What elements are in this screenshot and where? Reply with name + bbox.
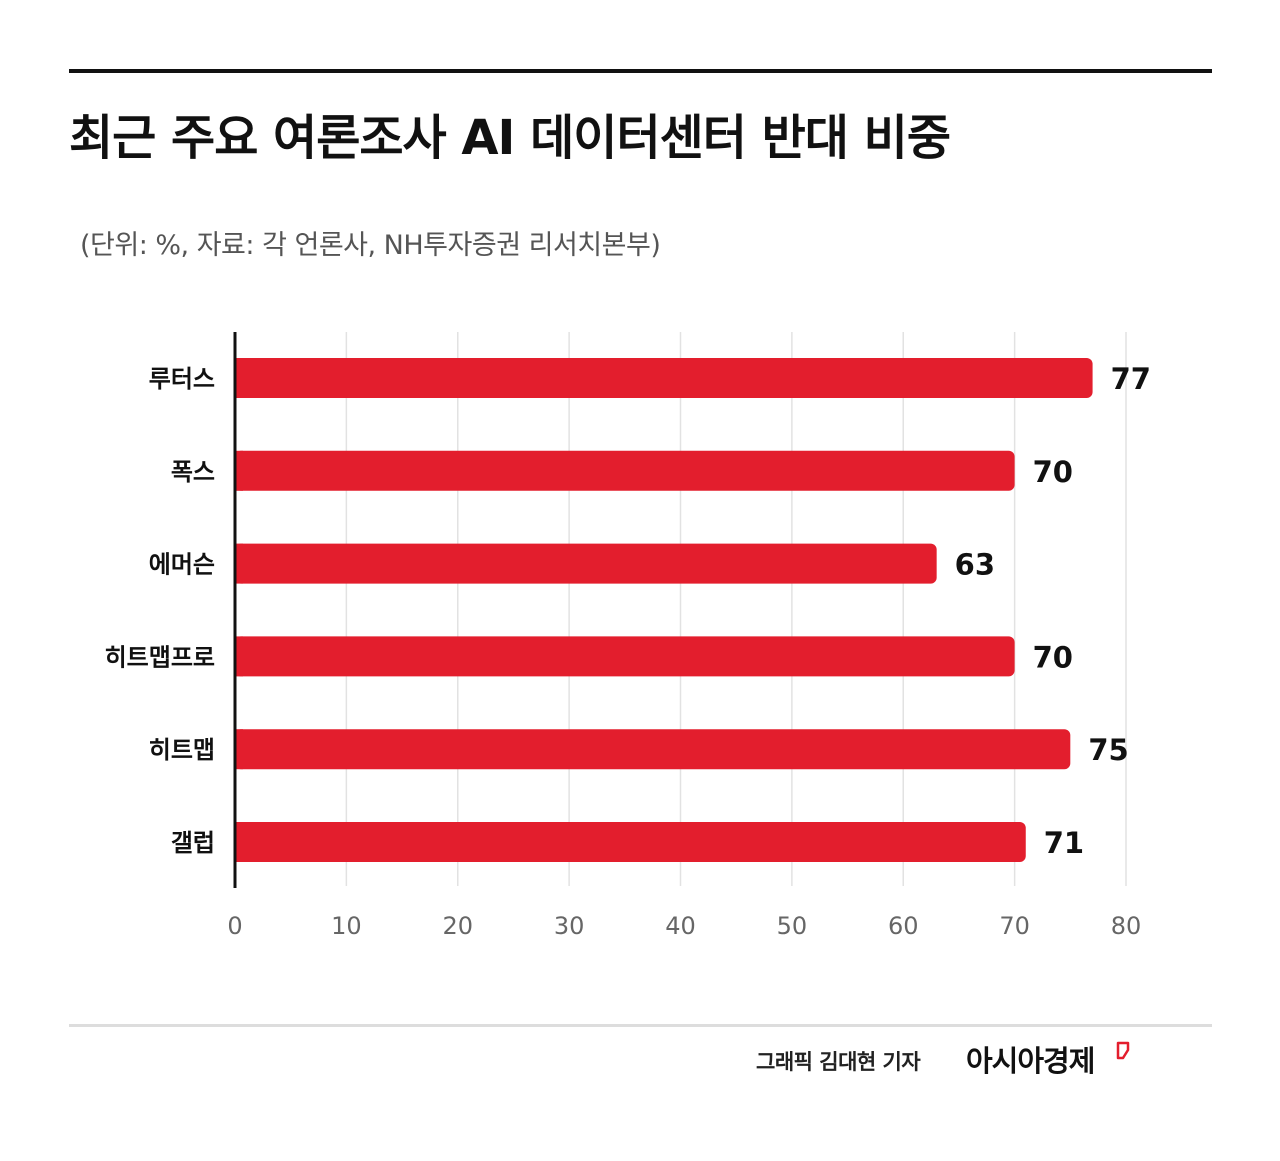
brand-logo-text: 아시아경제 <box>966 1044 1095 1078</box>
bar <box>235 636 1015 677</box>
bar-left-edge <box>235 636 243 677</box>
x-tick-label: 20 <box>442 912 473 940</box>
x-tick-label: 30 <box>554 912 585 940</box>
category-label: 갤럽 <box>171 829 215 857</box>
bar <box>235 358 1093 398</box>
data-label: 63 <box>955 548 995 582</box>
data-label: 70 <box>1033 455 1073 489</box>
source-note: (단위: %, 자료: 각 언론사, NH투자증권 리서치본부) <box>80 230 661 261</box>
bar-left-edge <box>235 543 243 584</box>
bar-chart: 0 10 20 30 40 50 60 70 80 루터스 77 폭스 70 에머슨 63 히트맵프로 70 히트… <box>0 320 1280 964</box>
bar <box>235 450 1015 491</box>
x-tick-label: 0 <box>227 912 242 940</box>
category-label: 에머슨 <box>149 551 215 579</box>
x-tick-label: 60 <box>888 912 919 940</box>
data-label: 71 <box>1044 826 1084 860</box>
x-tick-label: 10 <box>331 912 362 940</box>
category-label: 폭스 <box>171 458 215 486</box>
bar-left-edge <box>235 822 243 862</box>
data-label: 70 <box>1033 640 1073 674</box>
bar <box>235 729 1071 770</box>
bar <box>235 822 1026 862</box>
x-tick-label: 80 <box>1111 912 1142 940</box>
brand-mark-icon <box>1116 1041 1130 1060</box>
chart-svg: 0 10 20 30 40 50 60 70 80 루터스 77 폭스 70 에머슨 63 히트맵프로 70 히트… <box>105 332 1151 940</box>
x-tick-label: 70 <box>999 912 1030 940</box>
bar-left-edge <box>235 358 243 398</box>
x-tick-label: 50 <box>777 912 808 940</box>
data-label: 77 <box>1111 362 1151 396</box>
top-rule <box>69 69 1212 73</box>
category-label: 히트맵프로 <box>105 643 215 671</box>
bar <box>235 543 937 584</box>
data-label: 75 <box>1088 733 1128 767</box>
bottom-rule <box>69 1024 1212 1027</box>
chart-title: 최근 주요 여론조사 AI 데이터센터 반대 비중 <box>69 110 951 166</box>
category-label: 히트맵 <box>149 736 215 764</box>
bar-left-edge <box>235 450 243 491</box>
bar-left-edge <box>235 729 243 770</box>
x-tick-label: 40 <box>665 912 696 940</box>
credit-line: 그래픽 김대현 기자 <box>756 1050 921 1074</box>
category-label: 루터스 <box>149 365 215 393</box>
